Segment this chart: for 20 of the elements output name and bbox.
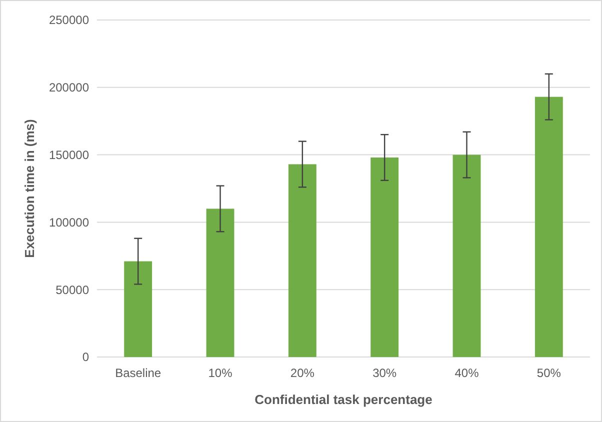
y-axis-title: Execution time in (ms) <box>22 119 37 258</box>
y-tick-label: 50000 <box>56 282 90 297</box>
x-tick-label: 20% <box>290 366 315 380</box>
x-axis-title: Confidential task percentage <box>254 392 432 407</box>
x-tick-label: Baseline <box>115 366 162 380</box>
y-tick-label: 150000 <box>48 148 90 162</box>
y-tick-label: 250000 <box>48 13 90 28</box>
x-tick-label: 30% <box>372 366 397 380</box>
bar <box>124 261 152 357</box>
x-tick-label: 40% <box>454 366 480 380</box>
y-tick-label: 200000 <box>48 80 90 95</box>
x-tick-label: 50% <box>536 366 562 380</box>
y-tick-label: 0 <box>82 350 90 364</box>
bar <box>452 154 481 357</box>
bar <box>370 157 399 357</box>
x-tick-label: 10% <box>208 366 233 380</box>
bar <box>206 208 234 357</box>
bar <box>288 164 316 357</box>
bar <box>534 96 563 357</box>
y-tick-label: 100000 <box>48 215 90 230</box>
